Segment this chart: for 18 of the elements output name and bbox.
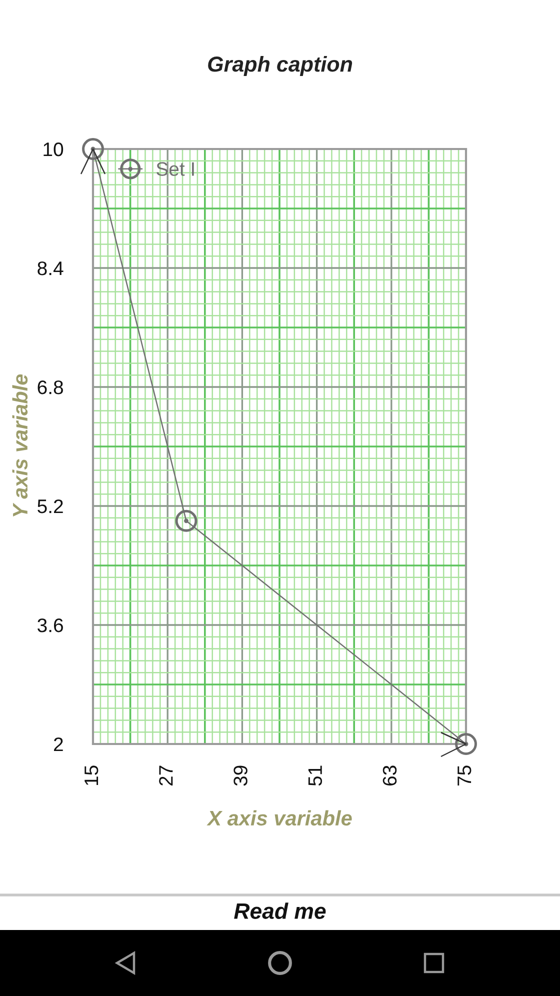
y-axis-title: Y axis variable	[12, 374, 28, 516]
x-tick-label: 75	[458, 766, 472, 786]
y-tick-label: 10	[44, 142, 64, 156]
point	[455, 733, 477, 755]
y-tick-label: 8.4	[38, 261, 64, 276]
x-tick-label: 63	[382, 766, 397, 786]
x-axis-title: X axis variable	[206, 810, 352, 826]
x-tick-label: 27	[159, 766, 173, 786]
x-tick-label: 15	[84, 766, 98, 785]
y-tick-label: 6.8	[38, 380, 63, 394]
text: Read me	[234, 902, 326, 919]
y-tick-label: 5.2	[38, 499, 63, 514]
y-tick-label: 3.6	[38, 618, 63, 632]
y-tick-label: 2	[54, 737, 63, 752]
x-tick-label: 51	[308, 766, 322, 786]
chart-title: Graph caption	[208, 56, 352, 76]
x-tick-label: 39	[234, 766, 248, 786]
point	[175, 510, 198, 532]
